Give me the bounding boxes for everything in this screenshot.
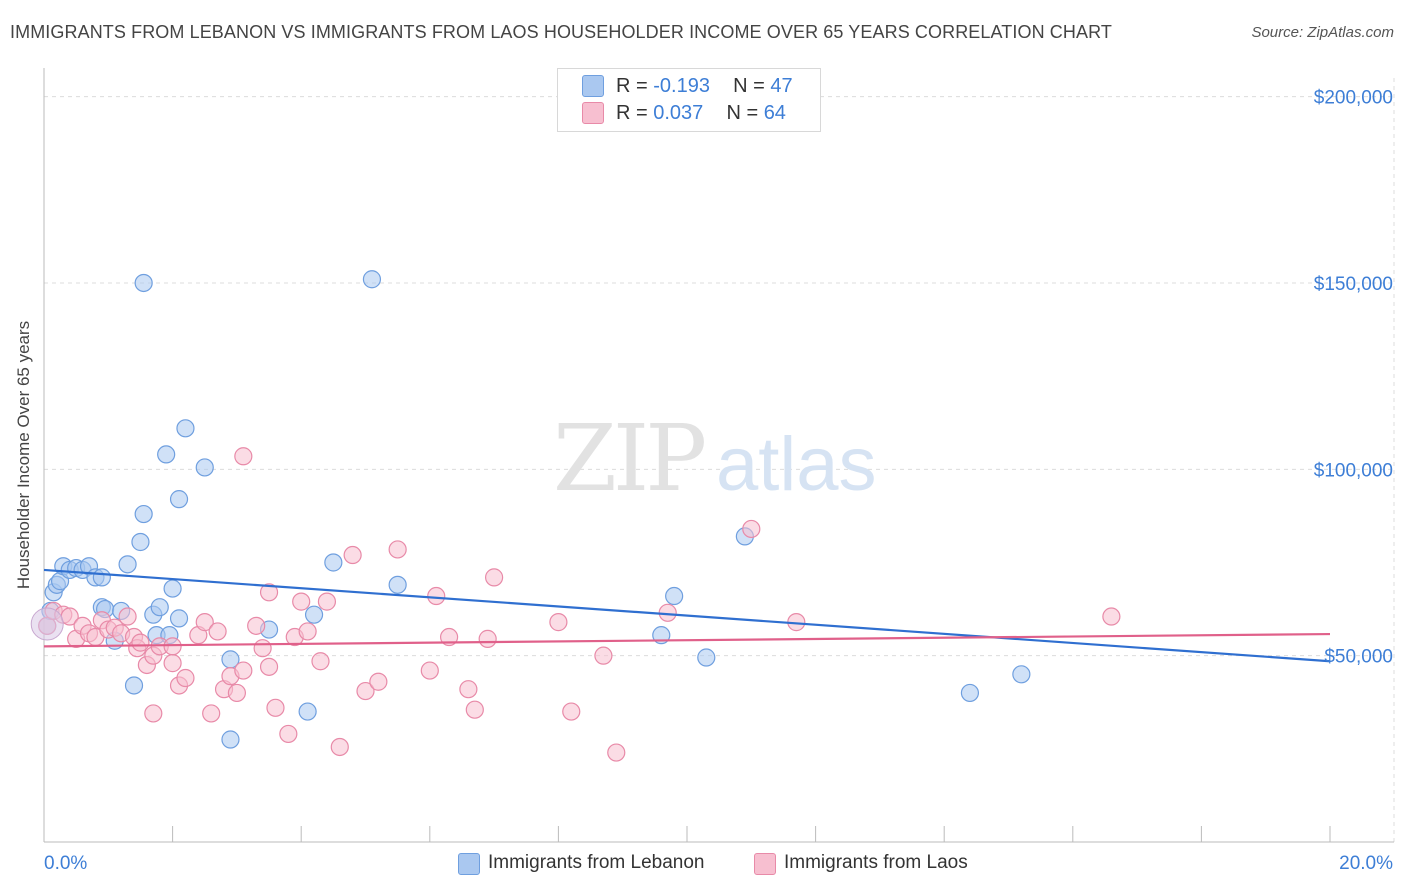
data-point-laos bbox=[208, 622, 227, 641]
data-point-laos bbox=[259, 583, 279, 602]
data-point-laos bbox=[439, 627, 459, 647]
legend-n-label: N = bbox=[733, 75, 771, 97]
data-point-laos bbox=[549, 613, 568, 632]
watermark-zip: ZIP bbox=[553, 405, 704, 512]
data-point-laos bbox=[279, 724, 298, 744]
trend-lines bbox=[43, 568, 1331, 663]
axes bbox=[43, 68, 1394, 843]
data-point-lebanon bbox=[124, 676, 144, 695]
data-point-lebanon bbox=[150, 598, 169, 617]
data-point-lebanon bbox=[134, 504, 153, 524]
data-point-laos bbox=[742, 519, 761, 539]
data-point-lebanon bbox=[176, 419, 195, 438]
trend-line-laos bbox=[43, 632, 1331, 648]
data-point-lebanon bbox=[195, 458, 214, 477]
y-tick-label: $150,000 bbox=[1314, 274, 1393, 295]
watermark-atlas: atlas bbox=[716, 422, 877, 507]
data-point-laos bbox=[420, 661, 439, 680]
data-point-laos bbox=[195, 613, 214, 632]
legend-r-value: -0.193 bbox=[653, 75, 710, 97]
legend-r-value: 0.037 bbox=[653, 102, 704, 124]
y-tick-label: $50,000 bbox=[1324, 647, 1393, 668]
data-point-laos bbox=[131, 633, 150, 652]
data-point-lebanon bbox=[118, 555, 137, 574]
data-point-lebanon bbox=[131, 532, 150, 552]
data-point-laos bbox=[607, 743, 626, 762]
data-point-laos bbox=[388, 540, 407, 559]
data-point-lebanon bbox=[221, 730, 240, 749]
y-tick-label: $100,000 bbox=[1314, 460, 1393, 481]
data-point-laos bbox=[253, 639, 272, 658]
legend-r-label: R = bbox=[616, 75, 654, 97]
data-point-lebanon bbox=[92, 568, 111, 587]
data-point-lebanon bbox=[697, 648, 716, 667]
data-point-cluster bbox=[30, 607, 64, 641]
correlation-legend: R = -0.193 N = 47 R = 0.037 N = 64 bbox=[557, 68, 821, 132]
data-point-laos bbox=[343, 545, 362, 565]
data-point-laos bbox=[594, 646, 613, 665]
data-point-lebanon bbox=[169, 609, 189, 628]
data-point-lebanon bbox=[134, 273, 153, 293]
data-point-laos bbox=[247, 616, 266, 635]
legend-label-lebanon: Immigrants from Lebanon bbox=[488, 852, 705, 873]
y-axis-label: Householder Income Over 65 years bbox=[14, 320, 33, 590]
data-point-laos bbox=[459, 680, 478, 699]
data-point-laos bbox=[227, 683, 246, 703]
data-point-lebanon bbox=[163, 579, 182, 598]
tick-labels: $50,000 $100,000 $150,000 $200,000 0.0% 20.0% bbox=[44, 88, 1393, 874]
data-point-laos bbox=[163, 654, 182, 673]
chart-source: Source: ZipAtlas.com bbox=[1251, 24, 1394, 41]
legend-swatch-laos bbox=[754, 853, 776, 875]
data-point-laos bbox=[1102, 607, 1121, 626]
data-point-laos bbox=[427, 586, 446, 606]
data-point-laos bbox=[369, 672, 388, 691]
data-point-laos bbox=[163, 637, 182, 656]
data-point-lebanon bbox=[1012, 665, 1031, 684]
data-point-laos bbox=[266, 698, 285, 717]
data-point-laos bbox=[298, 622, 317, 641]
legend-n-value: 64 bbox=[763, 102, 786, 124]
data-point-laos bbox=[144, 704, 163, 723]
data-point-lebanon bbox=[362, 270, 382, 289]
data-point-laos bbox=[259, 657, 279, 676]
data-point-lebanon bbox=[388, 575, 407, 594]
data-point-laos bbox=[292, 592, 311, 611]
data-point-lebanon bbox=[665, 586, 684, 606]
data-point-laos bbox=[202, 704, 221, 723]
x-tick-label: 20.0% bbox=[1339, 853, 1393, 874]
legend-n-value: 47 bbox=[770, 75, 793, 97]
y-tick-label: $200,000 bbox=[1314, 88, 1393, 109]
data-point-laos bbox=[311, 652, 330, 671]
data-point-lebanon bbox=[169, 490, 189, 509]
legend-n-label: N = bbox=[726, 102, 764, 124]
data-point-laos bbox=[234, 447, 253, 466]
data-point-lebanon bbox=[304, 605, 324, 624]
data-point-laos bbox=[485, 568, 504, 587]
data-point-lebanon bbox=[960, 683, 980, 703]
data-point-laos bbox=[562, 702, 581, 721]
data-point-laos bbox=[118, 607, 137, 626]
legend-swatch-laos bbox=[582, 102, 604, 124]
trend-line-lebanon bbox=[43, 568, 1331, 663]
data-point-lebanon bbox=[157, 445, 176, 464]
legend-r-label: R = bbox=[616, 102, 654, 124]
data-point-laos bbox=[465, 700, 484, 719]
data-point-laos bbox=[356, 681, 375, 701]
data-point-laos bbox=[176, 668, 195, 688]
data-point-laos bbox=[317, 592, 337, 611]
data-point-lebanon bbox=[298, 702, 317, 721]
watermark: ZIP atlas bbox=[553, 405, 877, 512]
data-point-laos bbox=[478, 629, 497, 648]
data-point-laos bbox=[234, 661, 253, 680]
x-tick-label: 0.0% bbox=[44, 853, 87, 874]
legend-label-laos: Immigrants from Laos bbox=[784, 852, 968, 873]
legend-swatch-lebanon bbox=[458, 853, 480, 875]
data-point-lebanon bbox=[324, 553, 343, 572]
chart-title: IMMIGRANTS FROM LEBANON VS IMMIGRANTS FR… bbox=[10, 22, 1112, 42]
legend-swatch-lebanon bbox=[582, 75, 604, 97]
data-point-laos bbox=[330, 737, 349, 757]
